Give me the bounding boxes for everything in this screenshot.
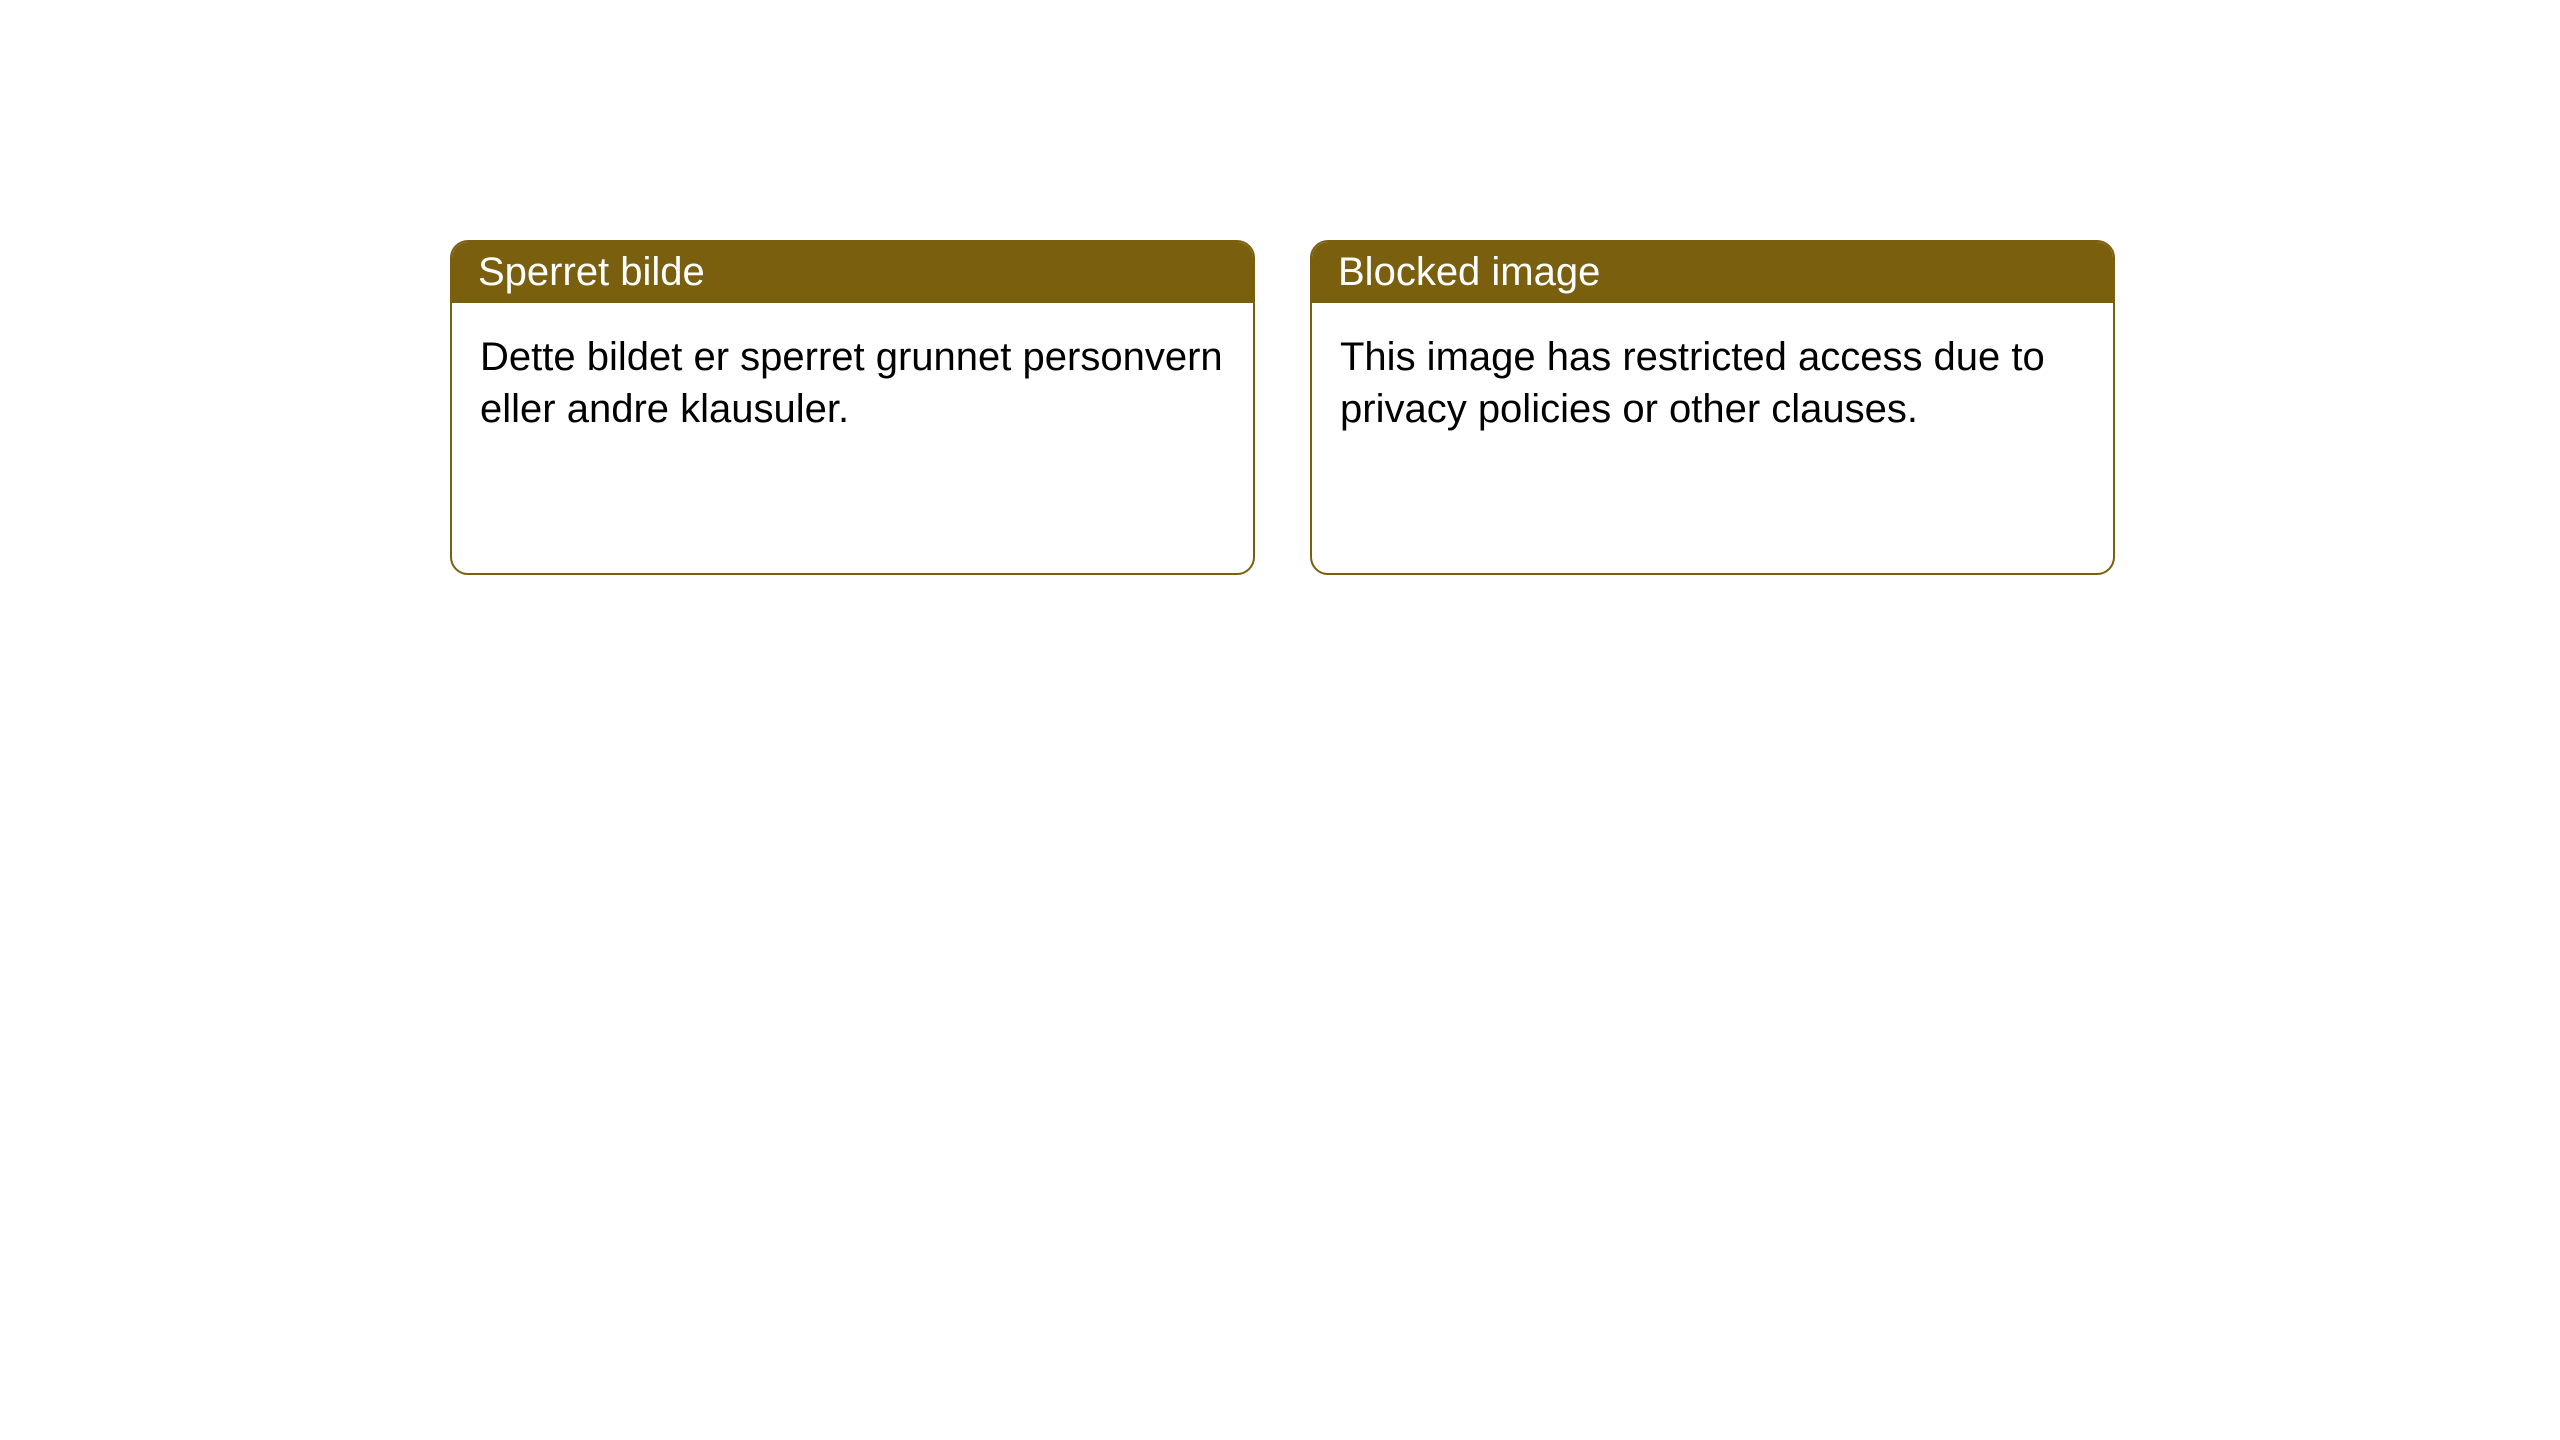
card-title: Blocked image bbox=[1338, 250, 1600, 294]
notice-card-norwegian: Sperret bilde Dette bildet er sperret gr… bbox=[450, 240, 1255, 575]
card-body: Dette bildet er sperret grunnet personve… bbox=[452, 303, 1253, 463]
notice-container: Sperret bilde Dette bildet er sperret gr… bbox=[450, 240, 2115, 575]
card-body: This image has restricted access due to … bbox=[1312, 303, 2113, 463]
notice-card-english: Blocked image This image has restricted … bbox=[1310, 240, 2115, 575]
card-title: Sperret bilde bbox=[478, 250, 705, 294]
card-body-text: Dette bildet er sperret grunnet personve… bbox=[480, 335, 1223, 431]
card-header: Sperret bilde bbox=[452, 242, 1253, 303]
card-header: Blocked image bbox=[1312, 242, 2113, 303]
card-body-text: This image has restricted access due to … bbox=[1340, 335, 2045, 431]
